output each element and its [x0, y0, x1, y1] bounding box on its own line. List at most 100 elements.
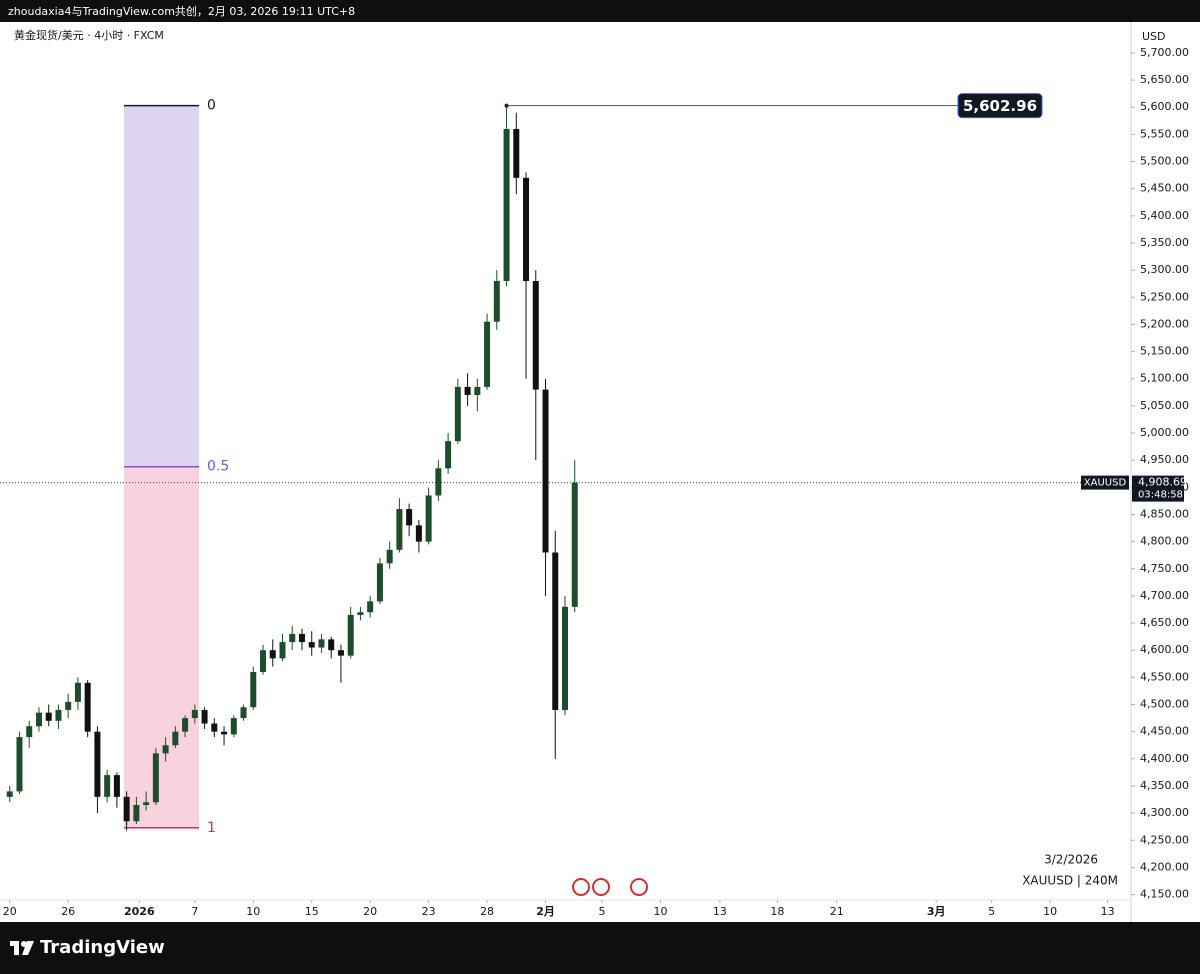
y-tick-label: 5,150.00: [1140, 345, 1189, 358]
x-tick-label: 18: [770, 905, 784, 918]
candle-body: [65, 701, 72, 710]
y-tick-label: 5,400.00: [1140, 209, 1189, 222]
candle-body: [396, 509, 403, 550]
fib-level-label: 1: [207, 820, 216, 836]
candle-body: [16, 737, 23, 792]
x-tick-label: 3月: [927, 905, 946, 918]
candle-body: [74, 682, 81, 702]
candle-body: [6, 791, 13, 797]
currency: USD: [1142, 30, 1166, 43]
x-tick-label: 21: [830, 905, 844, 918]
fib-level-label: 0.5: [207, 459, 229, 475]
header-text: zhoudaxia4与TradingView.com共创，2月 03, 2026…: [8, 5, 355, 18]
candle-body: [182, 718, 189, 732]
brand-name: TradingView: [40, 937, 165, 958]
candle-body: [123, 796, 130, 822]
price-tag-text: 4,908.69: [1138, 476, 1187, 489]
y-tick-label: 5,200.00: [1140, 317, 1189, 330]
candle-body: [84, 682, 91, 732]
brand-logo: [10, 941, 34, 955]
candle-body: [552, 552, 559, 710]
top-bar: [0, 0, 1200, 22]
y-tick-label: 4,400.00: [1140, 752, 1189, 765]
chart-area: [0, 22, 1200, 922]
candle-body: [484, 321, 491, 387]
candle-body: [230, 718, 237, 735]
candle-body: [435, 468, 442, 496]
candle-body: [289, 633, 296, 643]
y-tick-label: 4,450.00: [1140, 725, 1189, 738]
candle-body: [357, 612, 364, 615]
candle-body: [55, 709, 62, 721]
candle-body: [191, 709, 198, 719]
candle-body: [337, 650, 344, 656]
countdown-text: 03:48:58: [1138, 490, 1183, 501]
candle-body: [454, 386, 461, 442]
x-tick-label: 13: [713, 905, 727, 918]
y-tick-label: 4,250.00: [1140, 833, 1189, 846]
y-tick-label: 5,000.00: [1140, 426, 1189, 439]
x-tick-label: 10: [246, 905, 260, 918]
candle-body: [425, 495, 432, 542]
x-tick-label: 13: [1101, 905, 1115, 918]
candle-body: [415, 525, 422, 542]
candle-body: [279, 642, 286, 659]
candle-body: [328, 639, 335, 651]
candle-body: [260, 650, 267, 672]
y-tick-label: 4,350.00: [1140, 779, 1189, 792]
symbol-tag: [1081, 475, 1129, 490]
candle-body: [133, 804, 140, 822]
candle-body: [376, 563, 383, 602]
date-note: 3/2/2026: [1044, 853, 1098, 867]
candle-body: [386, 549, 393, 564]
interval-note: XAUUSD | 240M: [1022, 874, 1118, 888]
candle-body: [464, 386, 471, 396]
candle-body: [347, 614, 354, 656]
candle-body: [523, 177, 530, 282]
candle-body: [513, 128, 520, 178]
candle-body: [318, 639, 325, 648]
x-tick-label: 2月: [536, 905, 555, 918]
event-icon[interactable]: [572, 878, 590, 896]
y-tick-label: 4,650.00: [1140, 616, 1189, 629]
x-tick-label: 10: [653, 905, 667, 918]
candle-body: [250, 671, 257, 708]
y-tick-label: 4,150.00: [1140, 888, 1189, 901]
candle-body: [367, 601, 374, 613]
candle-body: [493, 281, 500, 322]
x-tick-label: 2026: [124, 905, 155, 918]
x-tick-label: 15: [305, 905, 319, 918]
candle-body: [94, 731, 101, 797]
candle-body: [45, 712, 52, 721]
candle-body: [562, 606, 568, 710]
x-tick-label: 5: [599, 905, 606, 918]
y-tick-label: 5,450.00: [1140, 182, 1189, 195]
candle-body: [172, 731, 179, 746]
x-tick-label: 7: [191, 905, 198, 918]
x-tick-label: 10: [1043, 905, 1057, 918]
candle-body: [474, 386, 481, 396]
x-tick-label: 26: [61, 905, 75, 918]
plot: 0 0.5 1 5,602.96: [0, 93, 1130, 836]
event-icon[interactable]: [592, 878, 610, 896]
candle-body: [532, 281, 539, 390]
y-tick-label: 4,600.00: [1140, 643, 1189, 656]
y-tick-label: 4,550.00: [1140, 670, 1189, 683]
candle-body: [406, 509, 413, 526]
candle-body: [211, 723, 218, 732]
candle-body: [35, 712, 42, 727]
y-tick-label: 5,250.00: [1140, 290, 1189, 303]
y-tick-label: 4,850.00: [1140, 507, 1189, 520]
event-icon[interactable]: [630, 878, 648, 896]
fib-level-label: 0: [207, 98, 216, 114]
candle-body: [298, 633, 305, 643]
y-tick-label: 4,300.00: [1140, 806, 1189, 819]
candle-body: [571, 482, 578, 607]
fib-zone: [124, 105, 199, 467]
y-tick-label: 5,500.00: [1140, 155, 1189, 168]
y-tick-label: 4,700.00: [1140, 589, 1189, 602]
high-label-box: [957, 93, 1043, 119]
candle-body: [152, 753, 159, 803]
candle-body: [104, 775, 111, 797]
y-tick-label: 5,600.00: [1140, 100, 1189, 113]
